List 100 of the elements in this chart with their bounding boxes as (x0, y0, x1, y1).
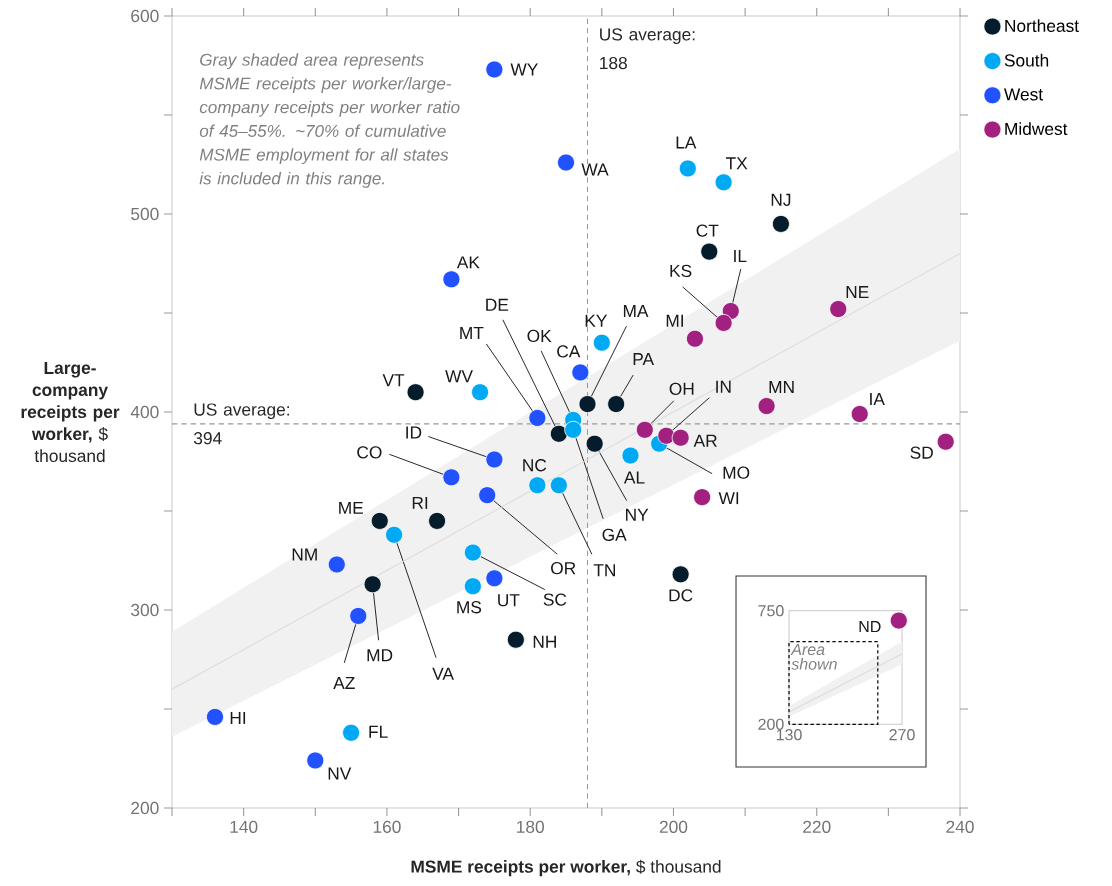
point (757, 397, 776, 415)
point (571, 363, 590, 382)
x-tick-label: 240 (946, 820, 974, 833)
annotation: MS (457, 601, 482, 614)
annotation: NH (533, 635, 556, 648)
point (671, 428, 690, 447)
point (463, 543, 482, 562)
point (549, 476, 568, 495)
annotation: RI (412, 496, 428, 509)
point (471, 383, 489, 402)
annotation: KS (670, 264, 692, 278)
ref-line-label: US average: 188 (600, 28, 695, 70)
y-tick-label: 750 (758, 605, 784, 617)
point (478, 486, 497, 505)
point (772, 214, 790, 233)
point (564, 420, 583, 439)
annotation: IN (716, 380, 731, 393)
annotation: WI (718, 492, 739, 505)
point (621, 446, 640, 465)
annotation: AR (693, 434, 717, 447)
x-tick-label: 140 (230, 820, 258, 833)
annotation: NM (292, 548, 317, 561)
point (485, 450, 504, 469)
annotation: IA (870, 393, 885, 405)
x-tick-label: 160 (373, 820, 401, 833)
annotation: ID (406, 426, 422, 439)
point (363, 575, 382, 594)
annotation: NJ (771, 193, 791, 206)
point (678, 159, 697, 178)
annotation: MN (769, 381, 794, 394)
annotation: OR (551, 562, 576, 575)
annotation: AK (456, 256, 480, 269)
annotation: MD (367, 649, 393, 662)
annotation: PA (633, 353, 655, 366)
annotation: SC (543, 593, 567, 606)
y-axis-title: Large-company receipts per worker, $ thousand (21, 361, 120, 463)
legend-label: Northeast (1005, 19, 1079, 32)
annotation: GA (602, 528, 627, 541)
point (327, 555, 346, 574)
point (528, 409, 547, 427)
ref-line-label: US average: 394 (193, 403, 289, 445)
point (506, 630, 525, 649)
y-tick-label: 500 (131, 207, 159, 221)
annotation: WA (581, 163, 609, 176)
point (463, 577, 482, 596)
point (592, 333, 611, 352)
annotation: AL (623, 471, 645, 484)
x-tick-label: 270 (889, 729, 915, 741)
annotation: CA (557, 345, 581, 358)
annotation: Gray shaded area represents MSME receipts per worker/large-company receipts per worker ratio of 45–55%. ~70% of cumulative MSME employment for all states is included in this range. (199, 53, 460, 188)
point (700, 242, 719, 261)
annotation: FL (369, 725, 388, 738)
annotation: ND (859, 621, 881, 633)
point (714, 313, 733, 332)
point (528, 476, 547, 495)
annotation: MI (666, 314, 683, 327)
point (714, 173, 733, 192)
point (485, 569, 504, 588)
point (370, 512, 389, 530)
legend-label: West (1004, 88, 1043, 101)
annotation: Area shown (790, 643, 837, 670)
point (936, 432, 955, 451)
point (686, 329, 704, 348)
annotation: LA (676, 136, 697, 149)
annotation: CO (357, 446, 382, 459)
annotation: AZ (333, 676, 355, 689)
annotation: SD (910, 446, 933, 459)
point (342, 723, 360, 742)
point (406, 383, 425, 402)
x-tick-label: 220 (803, 820, 831, 833)
point (635, 420, 654, 439)
point (671, 565, 690, 584)
annotation: ME (339, 501, 363, 514)
annotation: DC (669, 589, 693, 602)
point (349, 607, 368, 625)
annotation: OK (527, 329, 552, 343)
point (829, 300, 848, 318)
annotation: KY (585, 314, 608, 327)
point (607, 395, 626, 413)
x-tick-label: 200 (659, 820, 688, 833)
point (306, 751, 325, 770)
x-tick-label: 130 (776, 729, 802, 741)
point (657, 426, 676, 445)
y-tick-label: 600 (131, 9, 159, 23)
point (549, 424, 568, 443)
annotation: VT (382, 374, 405, 387)
point (557, 153, 575, 172)
annotation: DE (486, 298, 509, 311)
x-tick-label: 180 (517, 820, 544, 833)
point (585, 434, 604, 453)
annotation: OH (669, 382, 694, 395)
annotation: CT (696, 224, 719, 237)
point (206, 708, 224, 726)
annotation: WY (510, 63, 538, 76)
y-tick-label: 200 (131, 801, 159, 815)
annotation: NE (846, 286, 869, 298)
point (850, 405, 869, 423)
point (485, 60, 504, 79)
annotation: MA (623, 305, 649, 318)
annotation: NV (328, 767, 352, 780)
